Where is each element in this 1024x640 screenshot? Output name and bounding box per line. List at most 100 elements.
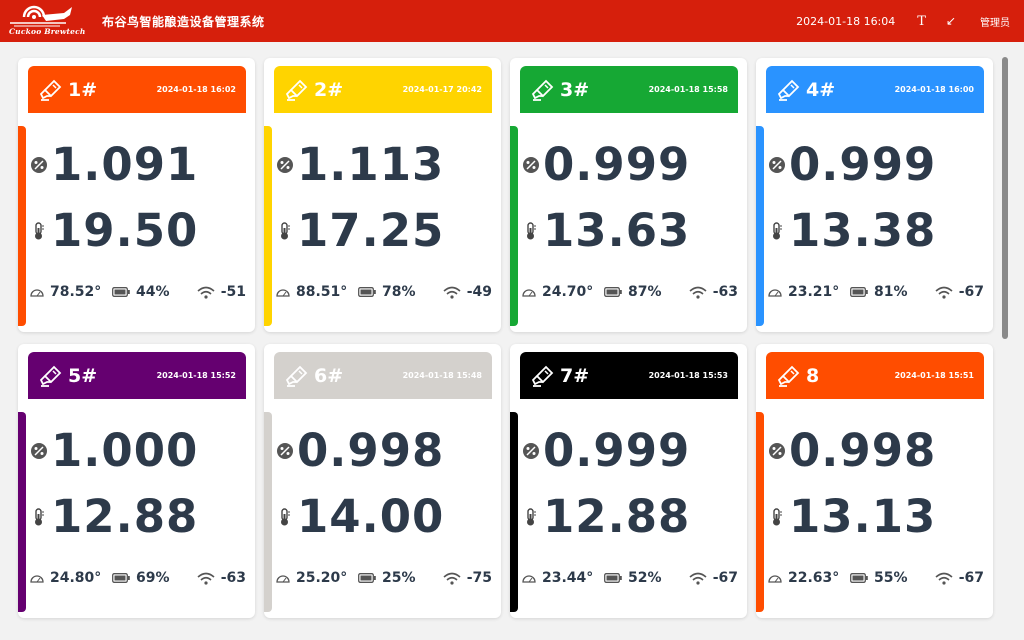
- device-card-3[interactable]: 3# 2024-01-18 15:58 0.999: [510, 58, 747, 332]
- gravity-value: 1.000: [51, 424, 199, 477]
- angle-value: 23.21°: [788, 284, 840, 300]
- temperature-reading: 13.13: [768, 494, 936, 539]
- angle-stat: 23.44°: [522, 570, 604, 586]
- signal-value: -67: [958, 284, 984, 300]
- angle-stat: 24.80°: [30, 570, 112, 586]
- device-card-6[interactable]: 6# 2024-01-18 15:48 0.998: [264, 344, 501, 618]
- angle-value: 88.51°: [296, 284, 348, 300]
- device-card-7[interactable]: 7# 2024-01-18 15:53 0.999: [510, 344, 747, 618]
- signal-stat: -67: [935, 284, 984, 300]
- angle-value: 22.63°: [788, 570, 840, 586]
- battery-stat: 87%: [604, 284, 682, 300]
- gravity-value: 0.999: [789, 138, 937, 191]
- temperature-value: 19.50: [51, 204, 199, 257]
- protractor-icon: [30, 288, 44, 297]
- angle-stat: 88.51°: [276, 284, 358, 300]
- device-header: 8 2024-01-18 15:51: [766, 352, 984, 399]
- app-title: 布谷鸟智能酿造设备管理系统: [102, 14, 265, 29]
- color-bar: [264, 412, 272, 612]
- color-bar: [18, 126, 26, 326]
- gravity-reading: 0.998: [276, 428, 444, 473]
- hydrometer-icon: [39, 79, 62, 101]
- thermometer-icon: [522, 221, 540, 240]
- battery-stat: 78%: [358, 284, 436, 300]
- last-update-time: 2024-01-18 15:51: [894, 371, 974, 380]
- device-card-5[interactable]: 5# 2024-01-18 15:52 1.000: [18, 344, 255, 618]
- user-menu[interactable]: 管理员: [980, 17, 1010, 29]
- device-name: 2#: [314, 78, 344, 101]
- signal-value: -63: [220, 570, 246, 586]
- signal-value: -67: [958, 570, 984, 586]
- percent-icon: [30, 442, 48, 460]
- battery-stat: 69%: [112, 570, 190, 586]
- gravity-reading: 1.000: [30, 428, 198, 473]
- font-size-icon[interactable]: T: [917, 13, 926, 29]
- scrollbar[interactable]: [1000, 55, 1010, 635]
- gravity-reading: 0.998: [768, 428, 936, 473]
- percent-icon: [522, 156, 540, 174]
- battery-stat: 52%: [604, 570, 682, 586]
- device-stats: 23.44° 52% -67: [522, 570, 738, 586]
- wifi-icon: [443, 572, 461, 585]
- thermometer-icon: [30, 221, 48, 240]
- angle-value: 78.52°: [50, 284, 102, 300]
- protractor-icon: [276, 574, 290, 583]
- signal-value: -75: [466, 570, 492, 586]
- temperature-reading: 13.38: [768, 208, 936, 253]
- protractor-icon: [522, 574, 536, 583]
- device-header: 4# 2024-01-18 16:00: [766, 66, 984, 113]
- gravity-reading: 1.091: [30, 142, 198, 187]
- gravity-reading: 0.999: [522, 142, 690, 187]
- gravity-value: 0.998: [789, 424, 937, 477]
- device-stats: 24.70° 87% -63: [522, 284, 738, 300]
- hydrometer-icon: [285, 79, 308, 101]
- device-name: 7#: [560, 364, 590, 387]
- device-card-2[interactable]: 2# 2024-01-17 20:42 1.113: [264, 58, 501, 332]
- wifi-icon: [197, 572, 215, 585]
- device-name: 6#: [314, 364, 344, 387]
- signal-stat: -67: [935, 570, 984, 586]
- signal-stat: -63: [689, 284, 738, 300]
- gravity-value: 0.998: [297, 424, 445, 477]
- wifi-icon: [935, 286, 953, 299]
- scrollbar-thumb[interactable]: [1002, 57, 1008, 339]
- temperature-value: 14.00: [297, 490, 445, 543]
- gravity-value: 1.113: [297, 138, 445, 191]
- color-bar: [756, 412, 764, 612]
- angle-value: 25.20°: [296, 570, 348, 586]
- color-bar: [756, 126, 764, 326]
- temperature-value: 13.63: [543, 204, 691, 257]
- thermometer-icon: [30, 507, 48, 526]
- device-header: 3# 2024-01-18 15:58: [520, 66, 738, 113]
- device-stats: 88.51° 78% -49: [276, 284, 492, 300]
- device-card-4[interactable]: 4# 2024-01-18 16:00 0.999: [756, 58, 993, 332]
- thermometer-icon: [522, 507, 540, 526]
- device-card-1[interactable]: 1# 2024-01-18 16:02 1.091: [18, 58, 255, 332]
- angle-value: 23.44°: [542, 570, 594, 586]
- collapse-icon[interactable]: ↙: [945, 14, 956, 28]
- temperature-reading: 12.88: [30, 494, 198, 539]
- signal-stat: -49: [443, 284, 492, 300]
- protractor-icon: [768, 288, 782, 297]
- battery-value: 78%: [382, 284, 416, 300]
- signal-stat: -51: [197, 284, 246, 300]
- battery-icon: [358, 287, 376, 297]
- wifi-icon: [689, 572, 707, 585]
- thermometer-icon: [768, 507, 786, 526]
- angle-stat: 25.20°: [276, 570, 358, 586]
- signal-stat: -75: [443, 570, 492, 586]
- thermometer-icon: [276, 221, 294, 240]
- hydrometer-icon: [39, 365, 62, 387]
- protractor-icon: [30, 574, 44, 583]
- top-bar: Cuckoo Brewtech 布谷鸟智能酿造设备管理系统 2024-01-18…: [0, 0, 1024, 42]
- protractor-icon: [522, 288, 536, 297]
- hydrometer-icon: [285, 365, 308, 387]
- last-update-time: 2024-01-18 16:02: [156, 85, 236, 94]
- last-update-time: 2024-01-18 16:00: [894, 85, 974, 94]
- hydrometer-icon: [531, 79, 554, 101]
- battery-stat: 55%: [850, 570, 928, 586]
- thermometer-icon: [768, 221, 786, 240]
- device-card-8[interactable]: 8 2024-01-18 15:51 0.998: [756, 344, 993, 618]
- battery-stat: 81%: [850, 284, 928, 300]
- device-stats: 22.63° 55% -67: [768, 570, 984, 586]
